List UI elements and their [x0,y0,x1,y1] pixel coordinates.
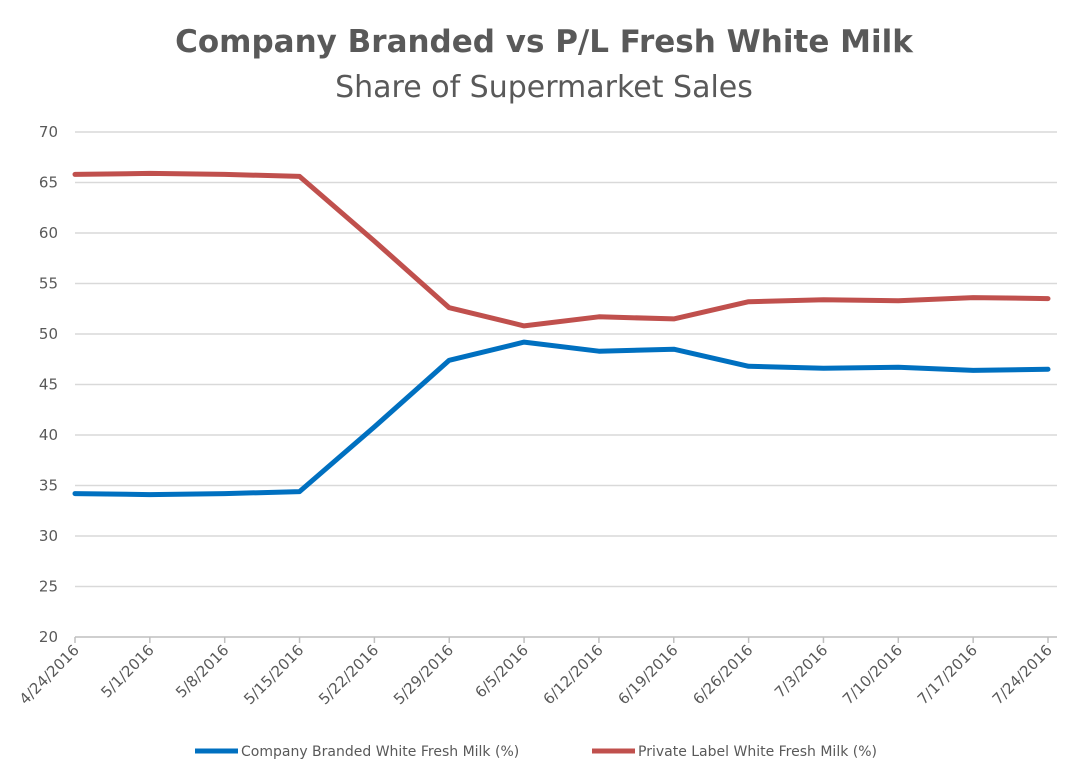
legend-label-private-label: Private Label White Fresh Milk (%) [638,744,877,760]
series-line-private-label [72,170,1051,329]
x-tick-label: 7/3/2016 [771,641,831,701]
y-tick-label: 55 [39,275,58,293]
gridlines [75,131,1057,638]
x-tick-label: 5/29/2016 [390,641,457,708]
y-tick-label: 70 [39,123,58,141]
y-axis-ticks: 20 25 30 35 40 45 50 55 60 65 70 [39,123,58,646]
y-tick-label: 45 [39,376,58,394]
y-tick-label: 35 [39,477,58,495]
y-tick-label: 20 [39,628,58,646]
y-tick-label: 25 [39,578,58,596]
y-tick-label: 40 [39,426,58,444]
x-tick-label: 5/1/2016 [97,641,157,701]
y-tick-label: 30 [39,527,58,545]
x-tick-label: 6/12/2016 [540,641,607,708]
x-tick-label: 5/8/2016 [172,641,232,701]
x-tick-label: 5/22/2016 [315,641,382,708]
legend: Company Branded White Fresh Milk (%) Pri… [195,744,877,760]
x-axis-ticks: 4/24/2016 5/1/2016 5/8/2016 5/15/2016 5/22/2… [16,637,1056,708]
x-tick-label: 4/24/2016 [16,641,83,708]
x-tick-label: 6/5/2016 [472,641,532,701]
x-tick-label: 7/10/2016 [839,641,906,708]
x-tick-label: 5/15/2016 [240,641,307,708]
chart-title: Company Branded vs P/L Fresh White Milk [175,24,914,60]
x-tick-label: 6/26/2016 [689,641,756,708]
x-tick-label: 7/17/2016 [914,641,981,708]
x-tick-label: 6/19/2016 [614,641,681,708]
y-tick-label: 60 [39,224,58,242]
chart-subtitle: Share of Supermarket Sales [335,70,753,105]
y-tick-label: 50 [39,325,58,343]
legend-label-company-branded: Company Branded White Fresh Milk (%) [241,744,519,760]
x-tick-label: 7/24/2016 [989,641,1056,708]
series-line-company-branded [72,339,1051,498]
y-tick-label: 65 [39,174,58,192]
series-lines [72,170,1051,498]
